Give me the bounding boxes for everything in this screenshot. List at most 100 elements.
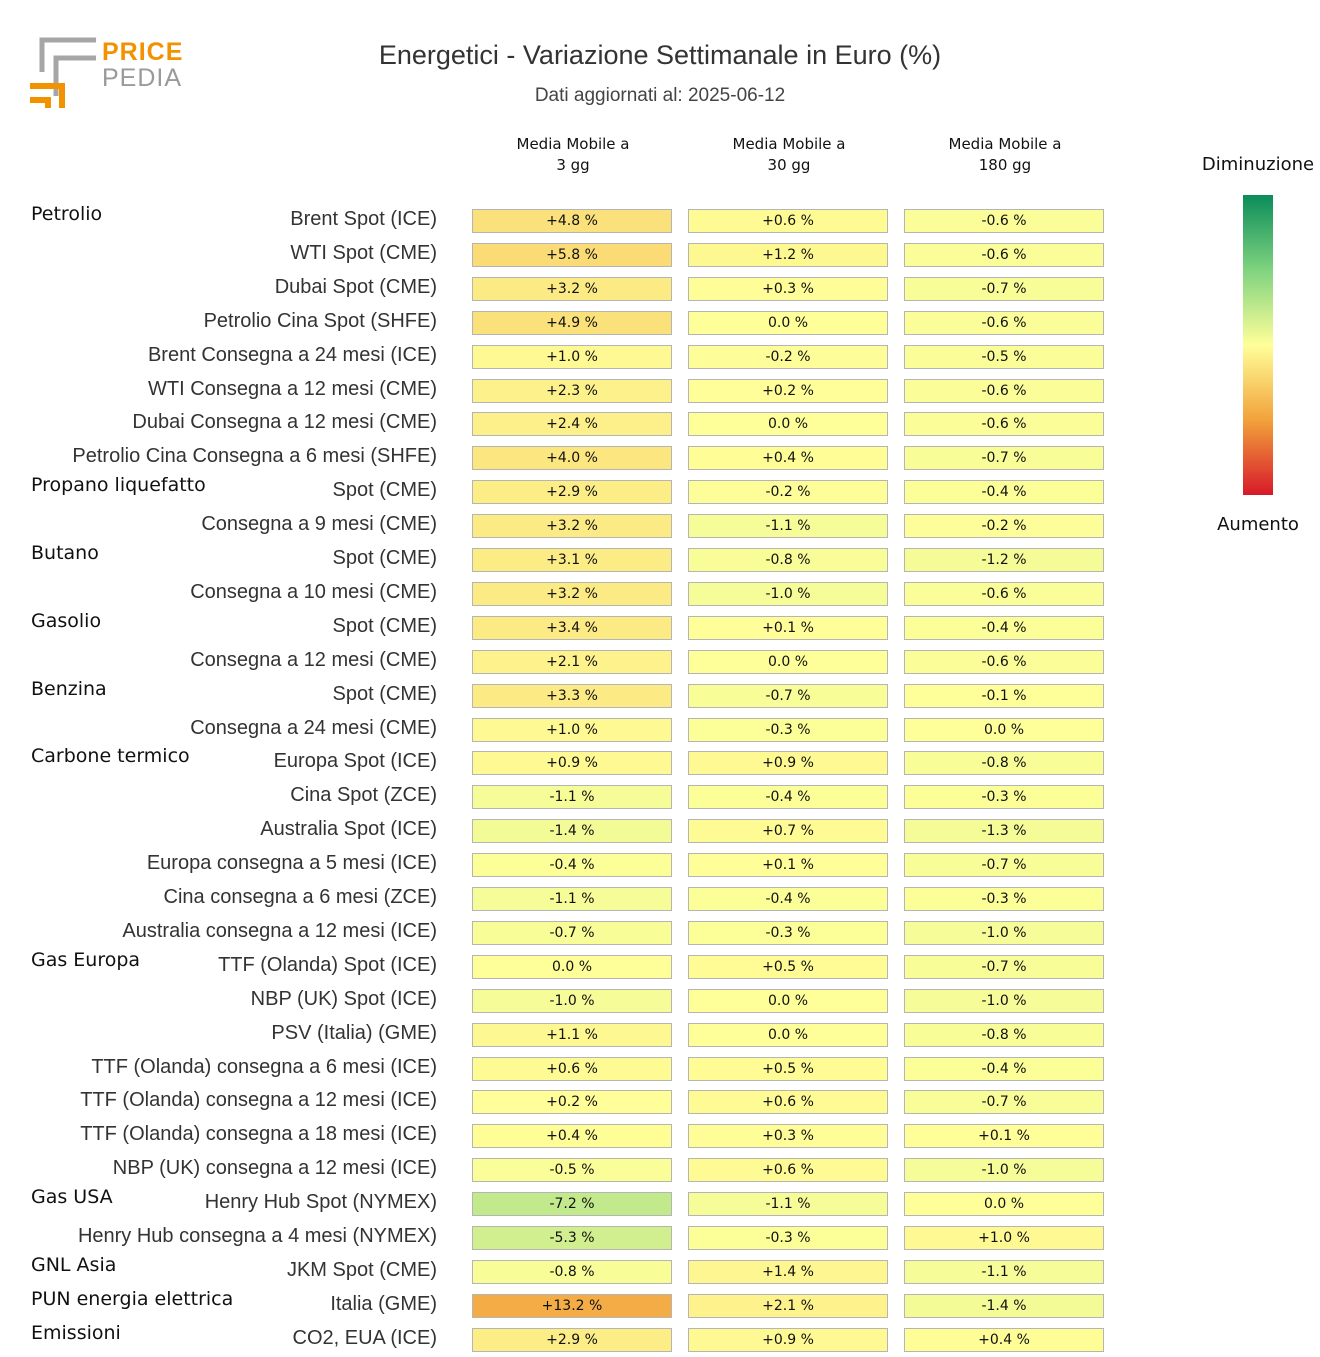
heatmap-cell: -0.6 % bbox=[904, 649, 1104, 674]
heatmap-cell: -0.3 % bbox=[688, 920, 888, 945]
heatmap-cell: -0.4 % bbox=[472, 853, 672, 878]
group-label: Emissioni bbox=[31, 1321, 121, 1344]
row-label: Spot (CME) bbox=[332, 614, 437, 637]
heatmap-cell: -1.0 % bbox=[688, 581, 888, 606]
heatmap-cell: -0.4 % bbox=[904, 1056, 1104, 1081]
row-label: Spot (CME) bbox=[332, 682, 437, 705]
row-label: NBP (UK) Spot (ICE) bbox=[250, 987, 437, 1010]
column-header-30gg: Media Mobile a 30 gg bbox=[688, 134, 890, 176]
group-label: Gas Europa bbox=[31, 948, 141, 971]
heatmap-cell: -0.6 % bbox=[904, 310, 1104, 335]
heatmap-cell: -0.5 % bbox=[472, 1158, 672, 1183]
heatmap-cell: +3.2 % bbox=[472, 276, 672, 301]
row-label: Consegna a 10 mesi (CME) bbox=[190, 580, 437, 603]
heatmap-cell: -1.1 % bbox=[472, 785, 672, 810]
column-header-line: Media Mobile a bbox=[732, 135, 846, 153]
heatmap-cell: +2.1 % bbox=[688, 1293, 888, 1318]
heatmap-cell: +1.2 % bbox=[688, 242, 888, 267]
heatmap-cell: +4.8 % bbox=[472, 209, 672, 233]
row-label: Brent Spot (ICE) bbox=[290, 208, 437, 230]
row-label: JKM Spot (CME) bbox=[286, 1258, 437, 1281]
group-label: Gas USA bbox=[31, 1186, 113, 1209]
heatmap-cell: -0.6 % bbox=[904, 242, 1104, 267]
row-label: Brent Consegna a 24 mesi (ICE) bbox=[147, 343, 437, 366]
row-label: Dubai Spot (CME) bbox=[274, 275, 437, 298]
pricepedia-logo: PRICE PEDIA bbox=[28, 36, 188, 112]
heatmap-cell: -1.1 % bbox=[688, 514, 888, 539]
heatmap-cell: +0.3 % bbox=[688, 1124, 888, 1149]
group-label: Petrolio bbox=[31, 203, 103, 225]
heatmap-cell: +5.8 % bbox=[472, 242, 672, 267]
logo-text-price: PRICE bbox=[102, 38, 184, 66]
row-label: TTF (Olanda) consegna a 12 mesi (ICE) bbox=[80, 1089, 437, 1112]
heatmap-cell: +0.4 % bbox=[688, 446, 888, 471]
column-header-line: Media Mobile a bbox=[948, 135, 1062, 153]
heatmap-cell: 0.0 % bbox=[904, 717, 1104, 742]
row-label: Petrolio Cina Spot (SHFE) bbox=[203, 309, 437, 332]
heatmap-cell: +0.4 % bbox=[904, 1327, 1104, 1352]
heatmap-cell: -0.4 % bbox=[688, 785, 888, 810]
heatmap-cell: +0.6 % bbox=[688, 209, 888, 233]
heatmap-cell: +0.9 % bbox=[688, 751, 888, 776]
heatmap-cell: -0.7 % bbox=[904, 853, 1104, 878]
heatmap-cell: +0.9 % bbox=[472, 751, 672, 776]
heatmap-cell: +4.9 % bbox=[472, 310, 672, 335]
heatmap-cell: +0.2 % bbox=[688, 378, 888, 403]
heatmap-cell: 0.0 % bbox=[688, 412, 888, 437]
heatmap-cell: +3.4 % bbox=[472, 615, 672, 640]
heatmap-cell: -0.8 % bbox=[904, 1022, 1104, 1047]
row-label: Italia (GME) bbox=[330, 1292, 437, 1315]
logo-mark-icon bbox=[30, 37, 96, 108]
row-label: Henry Hub consegna a 4 mesi (NYMEX) bbox=[77, 1225, 437, 1247]
row-label: Spot (CME) bbox=[332, 479, 437, 502]
heatmap-cell: -1.2 % bbox=[904, 548, 1104, 572]
heatmap-cell: +4.0 % bbox=[472, 446, 672, 471]
heatmap-cell: +1.1 % bbox=[472, 1022, 672, 1047]
heatmap-cell: -1.1 % bbox=[472, 887, 672, 911]
legend-label-bottom: Aumento bbox=[1217, 514, 1299, 535]
heatmap-cell: -1.4 % bbox=[904, 1293, 1104, 1318]
heatmap-cell: -1.3 % bbox=[904, 819, 1104, 844]
heatmap-cell: +0.3 % bbox=[688, 276, 888, 301]
row-label: Cina consegna a 6 mesi (ZCE) bbox=[163, 886, 437, 908]
row-label: Europa Spot (ICE) bbox=[273, 750, 437, 773]
group-label: Benzina bbox=[31, 677, 107, 700]
row-label: PSV (Italia) (GME) bbox=[271, 1021, 437, 1044]
heatmap-cell: 0.0 % bbox=[904, 1192, 1104, 1217]
heatmap-cell: -1.4 % bbox=[472, 819, 672, 844]
row-label: CO2, EUA (ICE) bbox=[292, 1326, 437, 1349]
heatmap-cell: -0.4 % bbox=[904, 480, 1104, 505]
chart-subtitle: Dati aggiornati al: 2025-06-12 bbox=[534, 85, 786, 106]
heatmap-cell: -0.8 % bbox=[904, 751, 1104, 776]
heatmap-cell: -7.2 % bbox=[472, 1192, 672, 1217]
heatmap-cell: -0.2 % bbox=[688, 344, 888, 369]
heatmap-cell: +1.0 % bbox=[904, 1226, 1104, 1250]
heatmap-cell: -0.8 % bbox=[688, 548, 888, 572]
row-label: Consegna a 24 mesi (CME) bbox=[190, 716, 437, 739]
heatmap-cell: -0.7 % bbox=[904, 1090, 1104, 1115]
row-label: Australia Spot (ICE) bbox=[260, 818, 437, 841]
heatmap-cell: -0.7 % bbox=[904, 446, 1104, 471]
row-label: Consegna a 12 mesi (CME) bbox=[190, 648, 437, 671]
heatmap-cell: -0.7 % bbox=[904, 276, 1104, 301]
heatmap-cell: +0.7 % bbox=[688, 819, 888, 844]
column-header-180gg: Media Mobile a 180 gg bbox=[904, 134, 1106, 176]
heatmap-cell: +0.6 % bbox=[688, 1090, 888, 1115]
heatmap-cell: -0.2 % bbox=[904, 514, 1104, 539]
heatmap-cell: +3.3 % bbox=[472, 683, 672, 708]
row-label: Henry Hub Spot (NYMEX) bbox=[204, 1191, 437, 1214]
heatmap-cell: -0.2 % bbox=[688, 480, 888, 505]
heatmap-cell: +0.2 % bbox=[472, 1090, 672, 1115]
heatmap-cell: +13.2 % bbox=[472, 1293, 672, 1318]
column-header-line: 180 gg bbox=[978, 156, 1032, 174]
heatmap-cell: -0.3 % bbox=[904, 887, 1104, 911]
legend-label-top: Diminuzione bbox=[1201, 154, 1315, 175]
heatmap-cell: +1.4 % bbox=[688, 1259, 888, 1284]
heatmap-cell: +1.0 % bbox=[472, 344, 672, 369]
heatmap-cell: -0.6 % bbox=[904, 412, 1104, 437]
heatmap-cell: +0.9 % bbox=[688, 1327, 888, 1352]
heatmap-cell: 0.0 % bbox=[688, 649, 888, 674]
heatmap-cell: +1.0 % bbox=[472, 717, 672, 742]
heatmap-cell: -1.0 % bbox=[472, 988, 672, 1013]
row-label: Australia consegna a 12 mesi (ICE) bbox=[122, 919, 437, 942]
